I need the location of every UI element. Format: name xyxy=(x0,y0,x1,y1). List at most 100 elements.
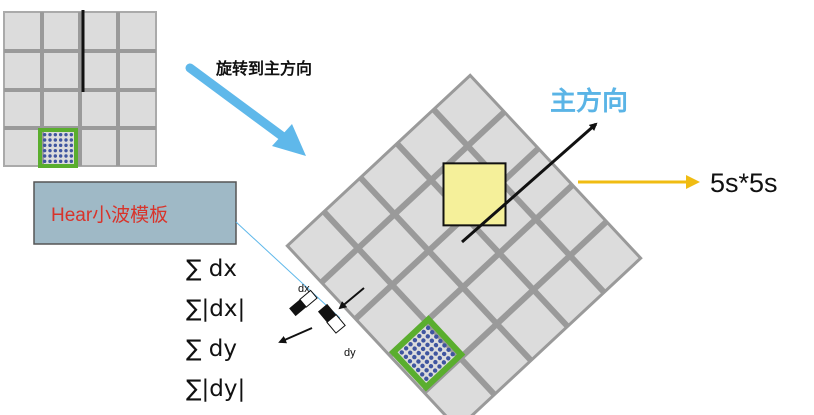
haar-sample-dot xyxy=(42,159,47,164)
haar-sample-dot xyxy=(433,342,439,348)
haar-sample-dot xyxy=(53,148,58,153)
haar-sample-dot xyxy=(425,325,431,331)
haar-sample-dot xyxy=(42,154,47,158)
haar-sample-dot xyxy=(411,363,417,368)
haar-sample-dot xyxy=(58,148,63,153)
rotate-label: 旋转到主方向 xyxy=(215,59,312,78)
haar-sample-dot xyxy=(64,159,68,164)
haar-sample-dot xyxy=(429,338,435,343)
haar-sample-dot xyxy=(69,132,74,137)
haar-sample-dot xyxy=(48,159,52,164)
haar-sample-dot xyxy=(446,347,451,353)
haar-sample-dot xyxy=(69,159,74,164)
haar-sample-dot xyxy=(64,132,68,137)
original-haar-dots xyxy=(42,132,74,164)
haar-sample-dot xyxy=(48,154,52,158)
haar-sample-dot xyxy=(416,359,421,364)
haar-sample-dot xyxy=(437,355,442,361)
haar-sample-dot xyxy=(412,337,418,343)
haar-sample-dot xyxy=(53,159,58,164)
haar-connector-line xyxy=(235,221,341,319)
haar-sample-dot xyxy=(433,351,438,356)
haar-sample-dot xyxy=(429,355,434,360)
haar-sample-dot xyxy=(42,143,47,148)
haar-sample-dot xyxy=(421,338,426,343)
original-grid xyxy=(3,10,157,168)
haar-sample-dot xyxy=(424,376,429,381)
haar-dy-label: dy xyxy=(344,347,356,359)
haar-dx-filter xyxy=(289,289,318,317)
rotate-arrow xyxy=(185,63,306,156)
haar-sample-dot xyxy=(42,148,47,153)
haar-wavelet-filters xyxy=(289,289,346,334)
haar-sample-dot xyxy=(42,138,47,142)
haar-sample-dot xyxy=(58,132,63,137)
haar-sample-dot xyxy=(42,132,47,137)
haar-template-box xyxy=(33,181,237,245)
haar-sample-dot xyxy=(434,334,439,339)
window-size-label: 5s*5s xyxy=(710,168,778,198)
haar-sample-dot xyxy=(437,364,442,369)
haar-sample-dot xyxy=(417,333,422,339)
haar-sample-dot xyxy=(420,355,426,360)
sum-dx: ∑ dx xyxy=(186,256,237,282)
rotated-grid xyxy=(285,73,643,415)
haar-sample-dot xyxy=(450,351,455,357)
haar-sample-dot xyxy=(53,132,58,137)
haar-sample-dot xyxy=(420,346,426,352)
haar-sample-dot xyxy=(416,350,421,356)
haar-sample-dot xyxy=(424,359,430,364)
haar-sample-dot xyxy=(48,148,52,153)
yellow-window xyxy=(442,162,507,227)
haar-sample-dot xyxy=(429,330,435,335)
haar-sample-dot xyxy=(69,148,74,153)
haar-sample-dot xyxy=(58,138,63,142)
haar-sample-dot xyxy=(408,342,413,347)
original-haar-window xyxy=(38,128,78,168)
haar-sample-dot xyxy=(428,372,433,377)
haar-sample-dot xyxy=(64,143,68,148)
window-size-arrow xyxy=(578,175,700,189)
haar-sample-dot xyxy=(48,132,52,137)
haar-sample-dot xyxy=(69,154,74,158)
sum-abs-dy: ∑|dy| xyxy=(186,376,245,402)
sums-list: ∑ dx ∑|dx| ∑ dy ∑|dy| xyxy=(186,256,245,402)
haar-dx-label: dx xyxy=(298,283,310,295)
haar-sample-dot xyxy=(421,329,426,335)
haar-sample-dot xyxy=(48,143,52,148)
haar-sample-dot xyxy=(412,346,417,351)
window-to-filter-arrow xyxy=(338,287,365,310)
haar-sample-dot xyxy=(403,354,409,360)
haar-sample-dot xyxy=(424,368,429,373)
haar-sample-dot xyxy=(429,347,434,352)
haar-sample-dot xyxy=(442,343,447,348)
haar-dy-filter xyxy=(317,303,346,334)
filter-to-sums-arrow xyxy=(278,327,313,344)
haar-sample-dot xyxy=(416,342,422,347)
haar-sample-dot xyxy=(53,143,58,148)
haar-sample-dot xyxy=(48,138,52,142)
haar-sample-dot xyxy=(425,342,430,348)
haar-sample-dot xyxy=(441,351,447,357)
haar-sample-dot xyxy=(438,338,443,344)
haar-sample-dot xyxy=(53,138,58,142)
haar-sample-dot xyxy=(69,143,74,148)
haar-sample-dot xyxy=(408,350,413,355)
haar-sample-dot xyxy=(64,154,68,158)
haar-sample-dot xyxy=(412,354,417,360)
main-direction-arrow xyxy=(461,122,598,244)
sum-dy: ∑ dy xyxy=(186,336,237,362)
rotated-haar-dots xyxy=(399,325,455,381)
haar-sample-dot xyxy=(58,159,63,164)
haar-sample-dot xyxy=(441,360,447,365)
haar-sample-dot xyxy=(403,346,409,351)
haar-sample-dot xyxy=(407,358,413,364)
haar-sample-dot xyxy=(425,334,431,339)
haar-sample-dot xyxy=(446,356,451,361)
haar-sample-dot xyxy=(58,143,63,148)
haar-sample-dot xyxy=(399,350,404,355)
haar-sample-dot xyxy=(53,154,58,158)
haar-sample-dot xyxy=(425,351,430,356)
haar-sample-dot xyxy=(415,367,421,373)
haar-sample-dot xyxy=(432,368,438,373)
